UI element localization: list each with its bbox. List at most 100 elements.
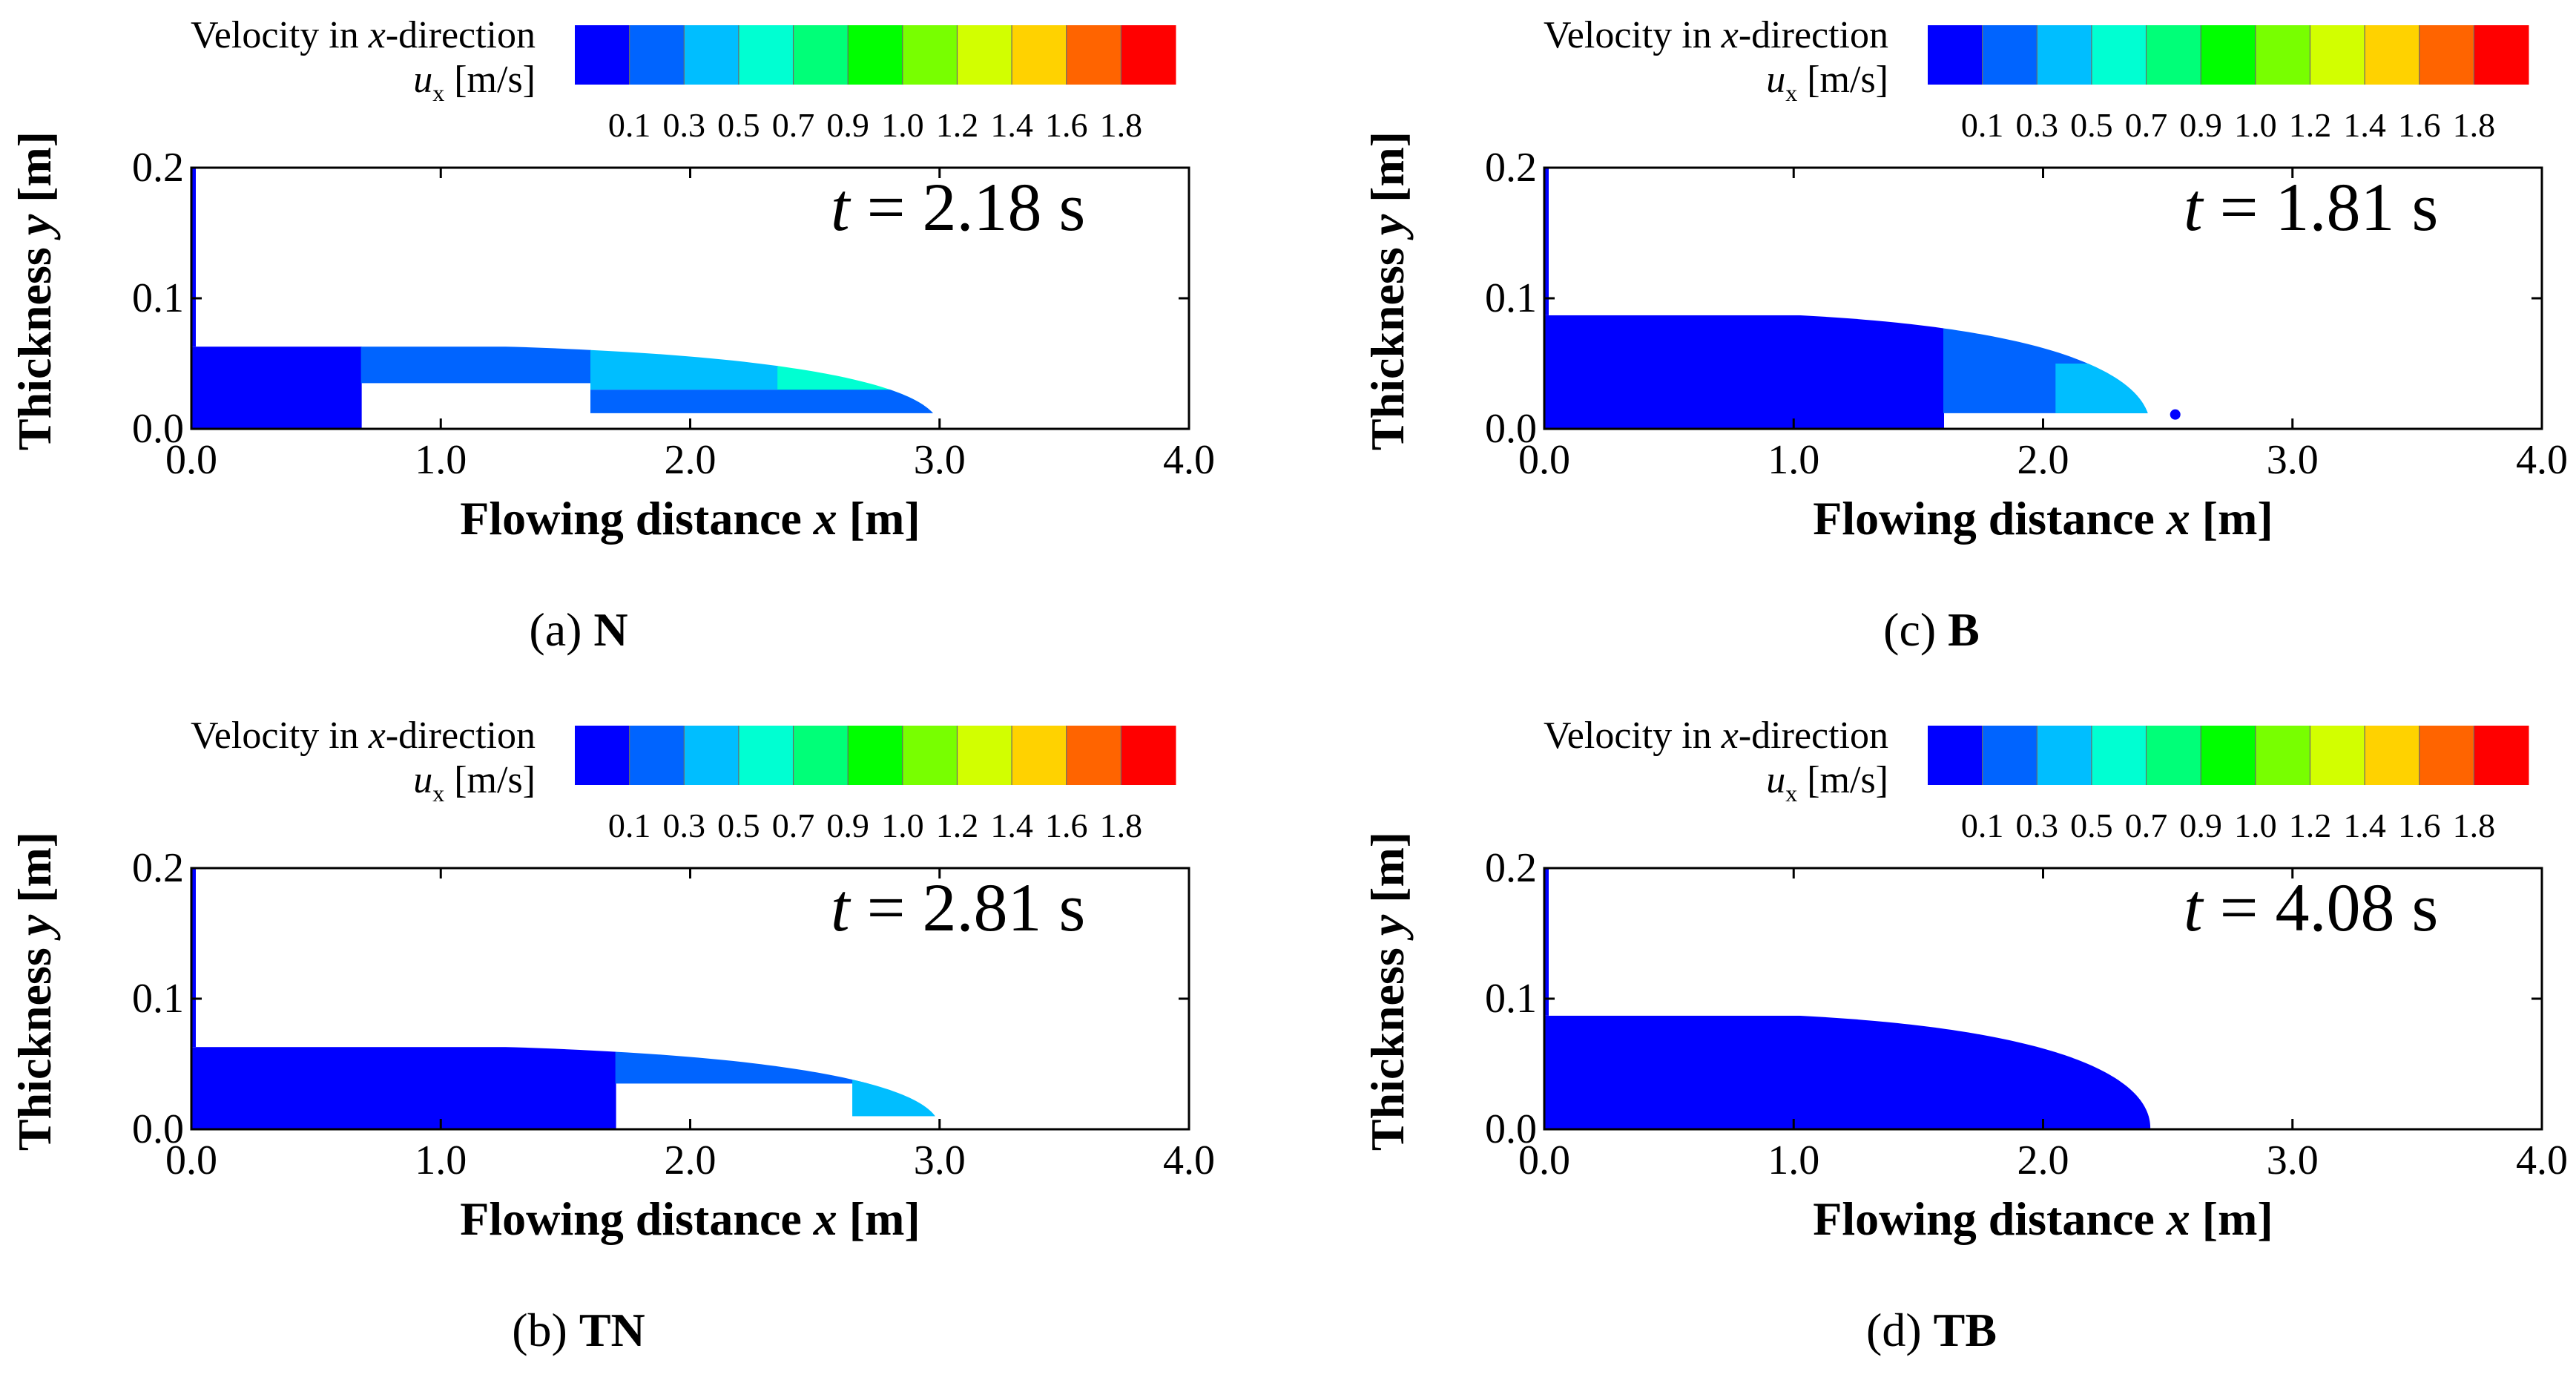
colorbar-segment	[848, 726, 903, 785]
colorbar-unit-text: [m/s]	[444, 759, 536, 801]
colorbar-title-text: -direction	[1739, 715, 1888, 757]
colorbar-segment	[2255, 25, 2310, 85]
colorbar-tick-label: 1.8	[1100, 807, 1143, 844]
x-tick-label: 3.0	[914, 1137, 966, 1183]
colorbar-unit-sub: x	[1785, 79, 1797, 106]
panel-caption-label: (b)	[512, 1304, 567, 1356]
x-tick-label: 0.0	[1518, 437, 1570, 483]
colorbar-unit-var: u	[1766, 59, 1785, 101]
colorbar-unit-var: u	[413, 759, 432, 801]
x-axis-label-text: Flowing distance	[1813, 492, 2166, 545]
x-tick-label: 0.0	[165, 1137, 217, 1183]
colorbar-tick-label: 0.3	[663, 807, 706, 844]
x-axis-label-var: x	[813, 1192, 837, 1245]
x-tick-label: 4.0	[2516, 1137, 2568, 1183]
x-tick-label: 3.0	[914, 437, 966, 483]
time-annotation: t = 2.81 s	[831, 870, 1085, 945]
time-value: = 2.18 s	[867, 169, 1086, 245]
colorbar-tick-label: 0.7	[2125, 807, 2168, 844]
colorbar-segment	[2419, 726, 2474, 785]
colorbar-tick-label: 0.1	[1961, 106, 2004, 144]
y-tick-label: 0.2	[132, 845, 184, 891]
particle-dot	[2170, 409, 2181, 420]
y-axis-label-text: Thickness	[8, 235, 61, 450]
y-tick-label: 0.1	[1485, 976, 1537, 1022]
x-tick-label: 1.0	[415, 1137, 467, 1183]
colorbar-segment	[902, 726, 958, 785]
colorbar-title-line2: ux [m/s]	[1766, 759, 1888, 807]
time-value: = 1.81 s	[2220, 169, 2439, 245]
y-axis-label: Thickness y [m]	[1361, 131, 1414, 450]
y-axis-label-unit: [m]	[8, 832, 61, 915]
colorbar-title-var: x	[1721, 14, 1739, 56]
colorbar-tick-label: 1.8	[2453, 106, 2496, 144]
velocity-zone	[1544, 1015, 2151, 1129]
colorbar-segment	[1928, 726, 1983, 785]
colorbar-segment	[2037, 726, 2092, 785]
colorbar-segment	[2310, 726, 2365, 785]
flow-body	[191, 1047, 940, 1129]
colorbar-segment	[2201, 726, 2256, 785]
panel-caption-space	[567, 1304, 579, 1356]
x-tick-label: 2.0	[2017, 437, 2069, 483]
y-axis-label-unit: [m]	[1361, 832, 1414, 915]
colorbar-title-line1: Velocity in x-direction	[1544, 715, 1888, 757]
x-tick-label: 4.0	[1163, 437, 1215, 483]
colorbar-unit-text: [m/s]	[1797, 759, 1888, 801]
colorbar-tick-label: 1.2	[936, 106, 979, 144]
colorbar-unit-text: [m/s]	[444, 59, 536, 101]
x-axis-label: Flowing distance x [m]	[1813, 1192, 2273, 1245]
time-space	[850, 169, 867, 245]
x-axis-label-unit: [m]	[2190, 492, 2273, 545]
x-tick-label: 1.0	[1768, 437, 1819, 483]
x-tick-label: 4.0	[1163, 1137, 1215, 1183]
flow-body	[191, 346, 940, 429]
colorbar-segment	[1121, 25, 1176, 85]
time-annotation: t = 4.08 s	[2184, 870, 2438, 945]
gate-residue-strip	[1544, 868, 1549, 1016]
panel-caption: (d) TB	[1866, 1304, 1997, 1356]
colorbar-tick-label: 0.9	[2179, 807, 2222, 844]
colorbar-title-line2: ux [m/s]	[1766, 59, 1888, 106]
colorbar-tick-label: 1.6	[2398, 807, 2441, 844]
velocity-zone	[852, 1070, 940, 1117]
x-tick-label: 2.0	[665, 1137, 717, 1183]
panel-c-svg: 0.1 0.3 0.5 0.7 0.9 1.0 1.2 1.4 1.6 1.8 Velocity i…	[1361, 14, 2568, 656]
y-axis-label-unit: [m]	[1361, 131, 1414, 214]
colorbar-segment	[2365, 726, 2420, 785]
colorbar-segment	[2310, 25, 2365, 85]
time-symbol: t	[831, 169, 851, 245]
colorbar-segment	[1121, 726, 1176, 785]
y-tick-label: 0.0	[132, 1106, 184, 1152]
colorbar-unit-var: u	[1766, 759, 1785, 801]
velocity-zone	[360, 346, 591, 384]
colorbar-segment	[957, 25, 1012, 85]
colorbar-tick-label: 0.9	[2179, 106, 2222, 144]
colorbar-tick-label: 0.3	[663, 106, 706, 144]
panel-b: 0.1 0.3 0.5 0.7 0.9 1.0 1.2 1.4 1.6 1.8 Velocity i…	[0, 700, 1288, 1386]
flow-body	[1544, 315, 2151, 429]
colorbar-tick-label: 0.5	[717, 106, 760, 144]
colorbar-title-line1: Velocity in x-direction	[191, 14, 536, 56]
colorbar-tick-label: 0.1	[608, 807, 651, 844]
gate-residue-strip	[191, 168, 196, 347]
x-tick-label: 1.0	[415, 437, 467, 483]
colorbar-tick-label: 1.0	[2234, 106, 2277, 144]
time-space	[850, 870, 867, 945]
panel-caption-label: (a)	[529, 603, 582, 656]
panel-d-svg: 0.1 0.3 0.5 0.7 0.9 1.0 1.2 1.4 1.6 1.8 Velocity i…	[1361, 715, 2568, 1356]
colorbar-segment	[629, 726, 685, 785]
colorbar-tick-label: 1.2	[936, 807, 979, 844]
colorbar-tick-label: 0.7	[772, 807, 815, 844]
colorbar-title-text: Velocity in	[1544, 715, 1722, 757]
y-tick-label: 0.2	[132, 145, 184, 191]
colorbar-segment	[684, 726, 739, 785]
colorbar-tick-label: 0.1	[608, 106, 651, 144]
colorbar-segment	[2091, 726, 2147, 785]
velocity-zone	[615, 1047, 940, 1084]
time-value: = 2.81 s	[867, 870, 1086, 945]
colorbar-title-text: -direction	[386, 715, 536, 757]
colorbar-title-text: -direction	[1739, 14, 1888, 56]
x-axis-label-text: Flowing distance	[460, 1192, 813, 1245]
colorbar-segment	[2474, 25, 2529, 85]
